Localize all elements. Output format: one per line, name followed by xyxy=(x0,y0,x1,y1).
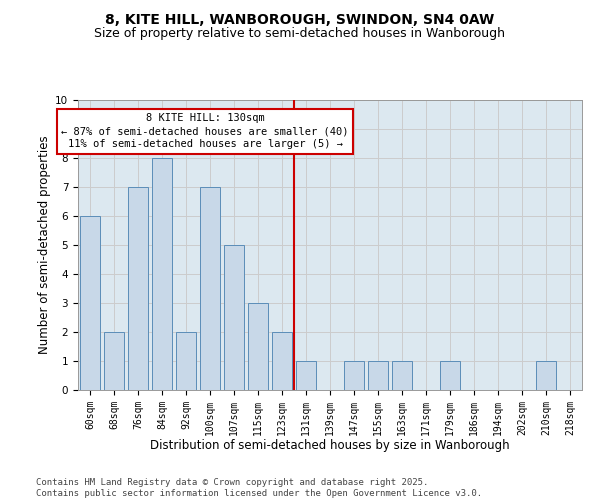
Bar xyxy=(536,361,556,390)
Bar xyxy=(200,187,220,390)
Bar xyxy=(296,361,316,390)
Text: Contains HM Land Registry data © Crown copyright and database right 2025.
Contai: Contains HM Land Registry data © Crown c… xyxy=(36,478,482,498)
Bar xyxy=(80,216,100,390)
Bar xyxy=(392,361,412,390)
Bar xyxy=(176,332,196,390)
Bar xyxy=(152,158,172,390)
Text: Size of property relative to semi-detached houses in Wanborough: Size of property relative to semi-detach… xyxy=(95,28,505,40)
Bar xyxy=(224,245,244,390)
Text: 8, KITE HILL, WANBOROUGH, SWINDON, SN4 0AW: 8, KITE HILL, WANBOROUGH, SWINDON, SN4 0… xyxy=(106,12,494,26)
Bar xyxy=(128,187,148,390)
X-axis label: Distribution of semi-detached houses by size in Wanborough: Distribution of semi-detached houses by … xyxy=(150,439,510,452)
Bar xyxy=(368,361,388,390)
Bar xyxy=(272,332,292,390)
Bar xyxy=(344,361,364,390)
Y-axis label: Number of semi-detached properties: Number of semi-detached properties xyxy=(38,136,51,354)
Text: 8 KITE HILL: 130sqm
← 87% of semi-detached houses are smaller (40)
11% of semi-d: 8 KITE HILL: 130sqm ← 87% of semi-detach… xyxy=(61,113,349,150)
Bar xyxy=(440,361,460,390)
Bar xyxy=(248,303,268,390)
Bar xyxy=(104,332,124,390)
